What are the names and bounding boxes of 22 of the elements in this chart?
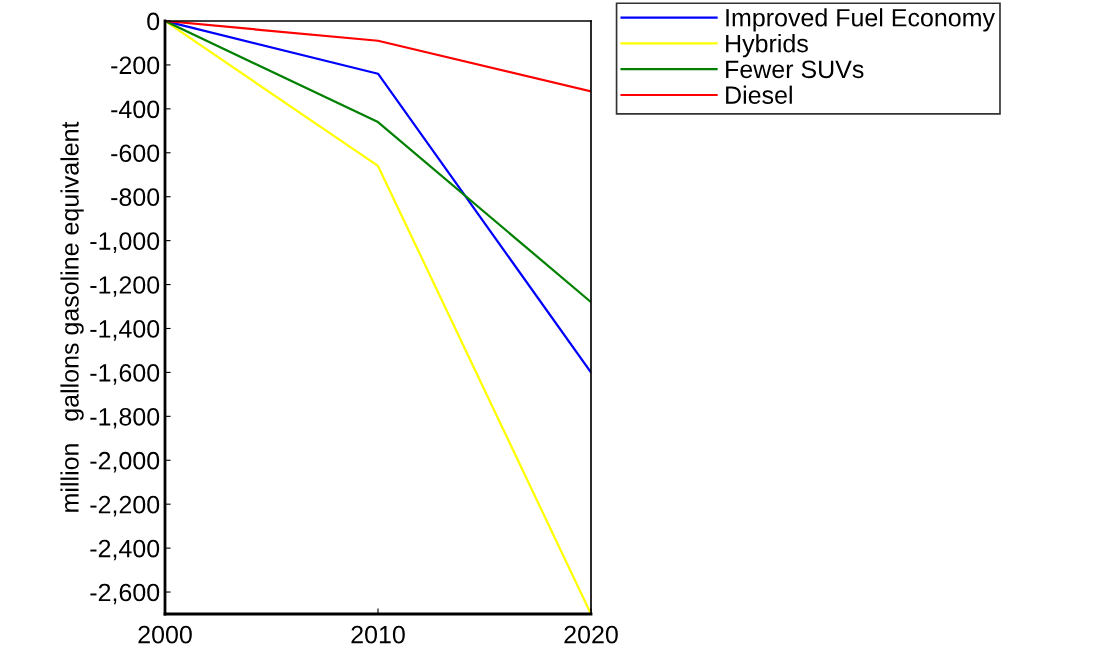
y-tick-label: -800 [111,188,160,207]
legend-label: Fewer SUVs [726,60,864,79]
y-tick-label: -1,200 [90,276,160,297]
y-tick-label: -1,600 [90,364,160,385]
y-tick-label: -2,000 [90,451,160,473]
y-tick-label: -400 [111,100,160,119]
legend-label: Improved Fuel Economy [726,8,995,32]
y-tick-label: -1,800 [90,407,160,429]
y-tick-label: 0 [147,12,160,31]
y-tick-label: -1,000 [90,232,160,253]
legend-label: Hybrids [726,34,808,58]
y-tick-label: -600 [111,144,160,163]
x-tick-label: 2020 [564,625,618,644]
x-tick-label: 2010 [351,625,405,644]
x-tick-label: 2000 [138,625,192,644]
y-tick-label: -1,400 [90,320,160,341]
y-tick-label: -200 [111,56,160,75]
y-axis-title: million gallons gasoline equivalent [60,121,84,512]
y-tick-label: -2,400 [90,539,160,561]
y-tick-label: -2,600 [90,583,160,605]
y-tick-label: -2,200 [90,495,160,517]
legend-label: Diesel [726,85,792,104]
